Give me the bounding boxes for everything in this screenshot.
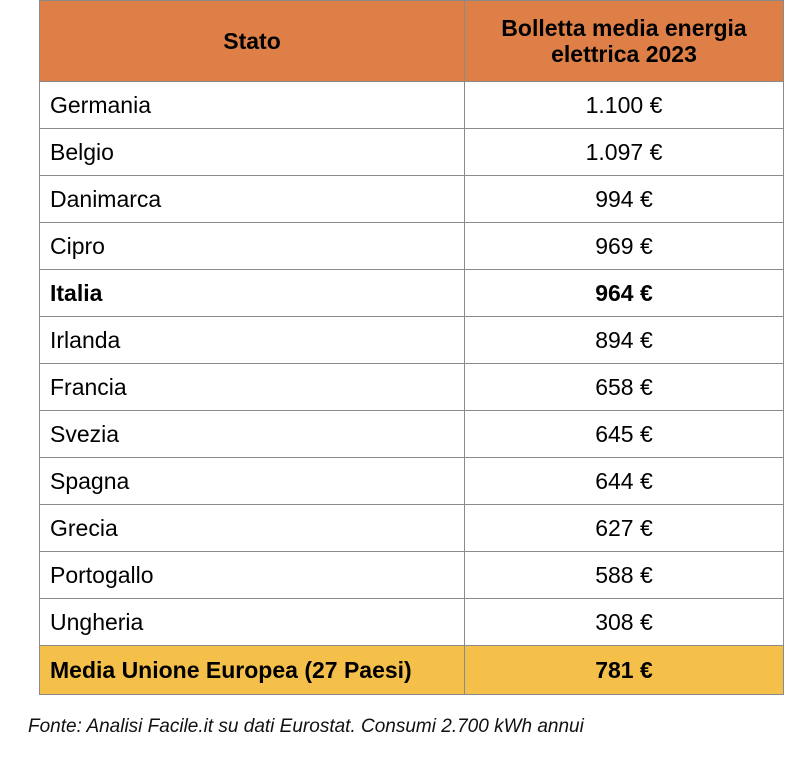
row-state: Cipro bbox=[39, 222, 465, 270]
row-value: 658 € bbox=[464, 363, 784, 411]
row-value: 964 € bbox=[464, 269, 784, 317]
table-row-highlight: Italia 964 € bbox=[39, 269, 784, 317]
row-state: Danimarca bbox=[39, 175, 465, 223]
row-value: 894 € bbox=[464, 316, 784, 364]
table-row: Ungheria 308 € bbox=[39, 598, 784, 646]
header-state: Stato bbox=[39, 0, 465, 82]
row-value: 627 € bbox=[464, 504, 784, 552]
table-row: Belgio 1.097 € bbox=[39, 128, 784, 176]
table-row: Irlanda 894 € bbox=[39, 316, 784, 364]
row-state: Grecia bbox=[39, 504, 465, 552]
table-row: Spagna 644 € bbox=[39, 457, 784, 505]
table-header-row: Stato Bolletta media energia elettrica 2… bbox=[39, 0, 784, 82]
header-bill-line1: Bolletta media energia bbox=[501, 15, 747, 41]
header-bill: Bolletta media energia elettrica 2023 bbox=[464, 0, 784, 82]
row-state: Portogallo bbox=[39, 551, 465, 599]
table-row: Francia 658 € bbox=[39, 363, 784, 411]
row-state: Francia bbox=[39, 363, 465, 411]
total-value: 781 € bbox=[464, 645, 784, 695]
header-bill-line2: elettrica 2023 bbox=[551, 41, 697, 67]
row-state: Belgio bbox=[39, 128, 465, 176]
energy-bill-table: Stato Bolletta media energia elettrica 2… bbox=[39, 0, 784, 695]
row-value: 308 € bbox=[464, 598, 784, 646]
total-state: Media Unione Europea (27 Paesi) bbox=[39, 645, 465, 695]
row-value: 1.097 € bbox=[464, 128, 784, 176]
row-value: 644 € bbox=[464, 457, 784, 505]
row-value: 645 € bbox=[464, 410, 784, 458]
row-value: 994 € bbox=[464, 175, 784, 223]
row-state: Ungheria bbox=[39, 598, 465, 646]
row-value: 588 € bbox=[464, 551, 784, 599]
row-state: Germania bbox=[39, 81, 465, 129]
row-state: Italia bbox=[39, 269, 465, 317]
table-row: Grecia 627 € bbox=[39, 504, 784, 552]
table-row: Danimarca 994 € bbox=[39, 175, 784, 223]
table-row: Svezia 645 € bbox=[39, 410, 784, 458]
table-row: Germania 1.100 € bbox=[39, 81, 784, 129]
row-state: Svezia bbox=[39, 410, 465, 458]
row-value: 969 € bbox=[464, 222, 784, 270]
row-state: Spagna bbox=[39, 457, 465, 505]
row-state: Irlanda bbox=[39, 316, 465, 364]
table-row-eu-average: Media Unione Europea (27 Paesi) 781 € bbox=[39, 645, 784, 695]
row-value: 1.100 € bbox=[464, 81, 784, 129]
source-note: Fonte: Analisi Facile.it su dati Eurosta… bbox=[28, 716, 584, 737]
table-row: Cipro 969 € bbox=[39, 222, 784, 270]
table-row: Portogallo 588 € bbox=[39, 551, 784, 599]
